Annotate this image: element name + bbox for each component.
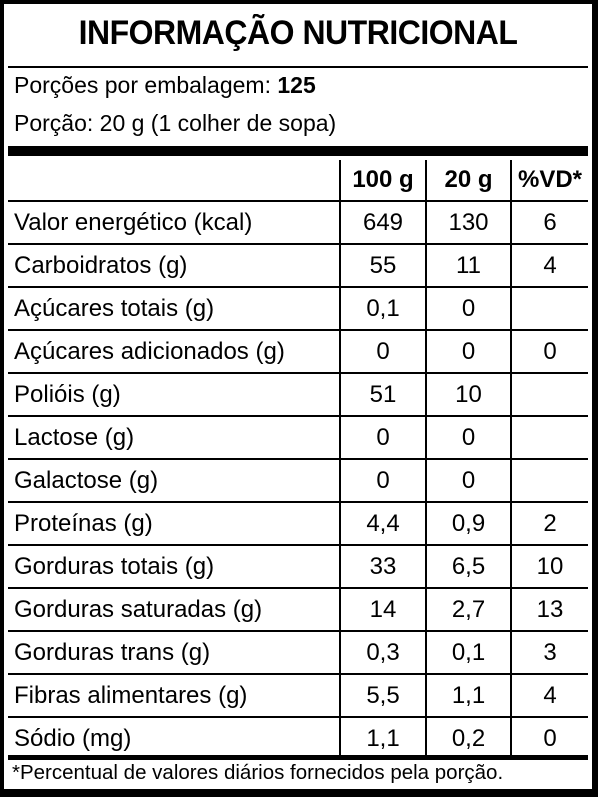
row-value-100g: 0	[339, 329, 426, 373]
row-value-100g: 55	[339, 243, 426, 287]
table-row: Galactose (g) 0 0	[8, 458, 588, 502]
table-row: Açúcares adicionados (g) 0 0 0	[8, 329, 588, 373]
table-header-row: 100 g 20 g %VD*	[8, 160, 588, 201]
row-value-vd: 4	[510, 673, 588, 717]
row-name: Açúcares totais (g)	[8, 286, 340, 330]
table-row: Polióis (g) 51 10	[8, 372, 588, 416]
table-row: Carboidratos (g) 55 11 4	[8, 243, 588, 287]
row-value-vd: 4	[510, 243, 588, 287]
row-value-20g: 130	[425, 200, 511, 244]
row-value-100g: 0,3	[339, 630, 426, 674]
row-value-100g: 51	[339, 372, 426, 416]
servings-per-package-value: 125	[277, 72, 316, 98]
title-divider	[8, 66, 588, 68]
row-value-20g: 0	[425, 286, 511, 330]
row-value-100g: 0	[339, 415, 426, 459]
row-value-vd: 0	[510, 329, 588, 373]
header-20g: 20 g	[425, 160, 511, 201]
row-name: Gorduras trans (g)	[8, 630, 340, 674]
row-value-vd: 0	[510, 716, 588, 759]
row-name: Lactose (g)	[8, 415, 340, 459]
row-value-20g: 1,1	[425, 673, 511, 717]
row-value-20g: 0,9	[425, 501, 511, 545]
row-value-100g: 33	[339, 544, 426, 588]
footnote-divider	[8, 755, 588, 760]
row-name: Proteínas (g)	[8, 501, 340, 545]
row-name: Gorduras totais (g)	[8, 544, 340, 588]
table-row: Açúcares totais (g) 0,1 0	[8, 286, 588, 330]
row-value-vd	[510, 286, 588, 330]
row-value-100g: 14	[339, 587, 426, 631]
row-value-vd: 13	[510, 587, 588, 631]
row-value-20g: 0,1	[425, 630, 511, 674]
row-value-vd	[510, 458, 588, 502]
table-row: Valor energético (kcal) 649 130 6	[8, 200, 588, 244]
row-name: Galactose (g)	[8, 458, 340, 502]
table-row: Fibras alimentares (g) 5,5 1,1 4	[8, 673, 588, 717]
row-value-20g: 0	[425, 329, 511, 373]
row-value-vd	[510, 415, 588, 459]
row-name: Fibras alimentares (g)	[8, 673, 340, 717]
row-value-vd: 10	[510, 544, 588, 588]
label-title: INFORMAÇÃO NUTRICIONAL	[78, 14, 518, 52]
thick-divider	[8, 146, 588, 156]
header-vd: %VD*	[510, 160, 588, 201]
row-value-100g: 0	[339, 458, 426, 502]
servings-per-package-label: Porções por embalagem:	[14, 72, 271, 98]
row-value-vd: 2	[510, 501, 588, 545]
servings-per-package: Porções por embalagem: 125	[14, 72, 316, 99]
row-value-vd: 3	[510, 630, 588, 674]
row-name: Valor energético (kcal)	[8, 200, 340, 244]
row-name: Açúcares adicionados (g)	[8, 329, 340, 373]
row-value-20g: 2,7	[425, 587, 511, 631]
row-value-20g: 0,2	[425, 716, 511, 759]
table-row: Proteínas (g) 4,4 0,9 2	[8, 501, 588, 545]
row-value-100g: 4,4	[339, 501, 426, 545]
row-value-100g: 1,1	[339, 716, 426, 759]
row-value-100g: 0,1	[339, 286, 426, 330]
footnote: *Percentual de valores diários fornecido…	[12, 761, 504, 784]
row-value-100g: 5,5	[339, 673, 426, 717]
table-row: Gorduras totais (g) 33 6,5 10	[8, 544, 588, 588]
nutrition-table: 100 g 20 g %VD* Valor energético (kcal) …	[8, 160, 588, 759]
row-name: Carboidratos (g)	[8, 243, 340, 287]
table-row: Gorduras trans (g) 0,3 0,1 3	[8, 630, 588, 674]
row-value-20g: 0	[425, 458, 511, 502]
table-row: Sódio (mg) 1,1 0,2 0	[8, 716, 588, 759]
header-empty	[8, 160, 340, 201]
row-value-20g: 6,5	[425, 544, 511, 588]
portion-size: Porção: 20 g (1 colher de sopa)	[14, 110, 337, 136]
row-value-vd: 6	[510, 200, 588, 244]
row-value-20g: 11	[425, 243, 511, 287]
row-name: Polióis (g)	[8, 372, 340, 416]
row-value-20g: 0	[425, 415, 511, 459]
header-100g: 100 g	[339, 160, 426, 201]
row-name: Gorduras saturadas (g)	[8, 587, 340, 631]
table-row: Lactose (g) 0 0	[8, 415, 588, 459]
row-name: Sódio (mg)	[8, 716, 340, 759]
row-value-vd	[510, 372, 588, 416]
row-value-20g: 10	[425, 372, 511, 416]
table-row: Gorduras saturadas (g) 14 2,7 13	[8, 587, 588, 631]
row-value-100g: 649	[339, 200, 426, 244]
nutrition-facts-label: INFORMAÇÃO NUTRICIONAL Porções por embal…	[4, 4, 592, 789]
